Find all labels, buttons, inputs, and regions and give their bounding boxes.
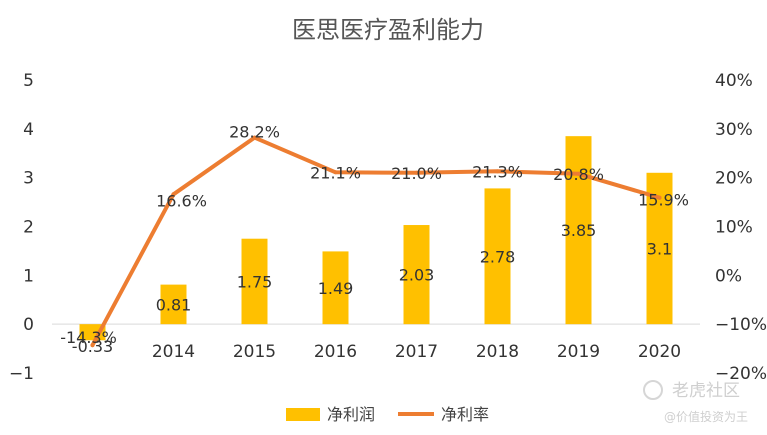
y-left-tick-label: 1 (23, 266, 34, 286)
line-series (90, 135, 662, 348)
y-left-tick-label: 0 (23, 315, 34, 335)
line-point (90, 343, 95, 348)
line-point (576, 171, 581, 176)
y-right-tick-label: 0% (715, 266, 742, 286)
chart-title: 医思医疗盈利能力 (292, 16, 484, 44)
line-point (171, 192, 176, 197)
bar-data-label: 1.49 (318, 279, 354, 298)
y-right-tick-label: 10% (715, 218, 753, 238)
line-data-label: 21.0% (391, 164, 442, 183)
line-point (333, 170, 338, 175)
x-tick-label: 2017 (395, 342, 438, 362)
legend: 净利润 净利率 (286, 405, 489, 424)
y-left-axis: −1 0 1 2 3 4 5 (9, 71, 34, 384)
x-tick-label: 2015 (233, 342, 276, 362)
x-tick-label: 2016 (314, 342, 357, 362)
line-data-label: 16.6% (156, 191, 207, 210)
y-left-tick-label: 5 (23, 71, 34, 91)
line-data-label: -14.3% (60, 328, 117, 347)
bar-data-label: 1.75 (237, 272, 273, 291)
x-tick-label: 2019 (557, 342, 600, 362)
y-right-axis: −20% −10% 0% 10% 20% 30% 40% (715, 71, 767, 384)
legend-swatch-bar (286, 408, 320, 421)
bar (322, 251, 349, 325)
x-tick-label: 2020 (638, 342, 681, 362)
line-data-label: 21.1% (310, 163, 361, 182)
tiger-logo-icon (643, 380, 663, 400)
legend-label-line: 净利率 (441, 405, 489, 424)
bar (565, 136, 592, 325)
watermark-author: @价值投资为王 (664, 409, 748, 424)
y-right-tick-label: 30% (715, 120, 753, 140)
line-data-label: 28.2% (229, 123, 280, 142)
bar-data-label: 3.1 (647, 239, 672, 258)
y-right-tick-label: −10% (715, 315, 767, 335)
line-path (90, 135, 662, 348)
bar (403, 225, 430, 325)
watermark: 老虎社区 @价值投资为王 (643, 380, 748, 424)
bar (160, 284, 187, 325)
bar-data-label: 3.85 (561, 221, 597, 240)
y-left-tick-label: 3 (23, 169, 34, 189)
y-left-tick-label: −1 (9, 364, 34, 384)
bar (241, 238, 268, 325)
line-data-label: 15.9% (638, 191, 689, 210)
watermark-brand: 老虎社区 (672, 381, 740, 401)
y-right-tick-label: 40% (715, 71, 753, 91)
bar-data-label: 2.03 (399, 266, 435, 285)
x-tick-label: 2018 (476, 342, 519, 362)
y-left-tick-label: 4 (23, 120, 34, 140)
y-right-tick-label: −20% (715, 364, 767, 384)
line-point (252, 135, 257, 140)
line-point (495, 169, 500, 174)
legend-label-bar: 净利润 (327, 405, 375, 424)
bar-data-label: 2.78 (480, 247, 516, 266)
y-right-tick-label: 20% (715, 169, 753, 189)
x-tick-label: 2014 (152, 342, 195, 362)
bar (484, 188, 511, 325)
line-point (657, 195, 662, 200)
x-axis: 2014 2015 2016 2017 2018 2019 2020 (152, 342, 681, 362)
line-data-label: 20.8% (553, 165, 604, 184)
line-data-label: 21.3% (472, 162, 523, 181)
bar-data-labels: -0.330.811.751.492.032.783.853.1 (72, 221, 672, 356)
bar-series (79, 136, 673, 341)
line-point (414, 170, 419, 175)
y-left-tick-label: 2 (23, 218, 34, 238)
bar-data-label: 0.81 (156, 295, 192, 314)
line-data-labels: -14.3% 16.6% 28.2% 21.1% 21.0% 21.3% 20.8% 15.9… (60, 123, 689, 348)
